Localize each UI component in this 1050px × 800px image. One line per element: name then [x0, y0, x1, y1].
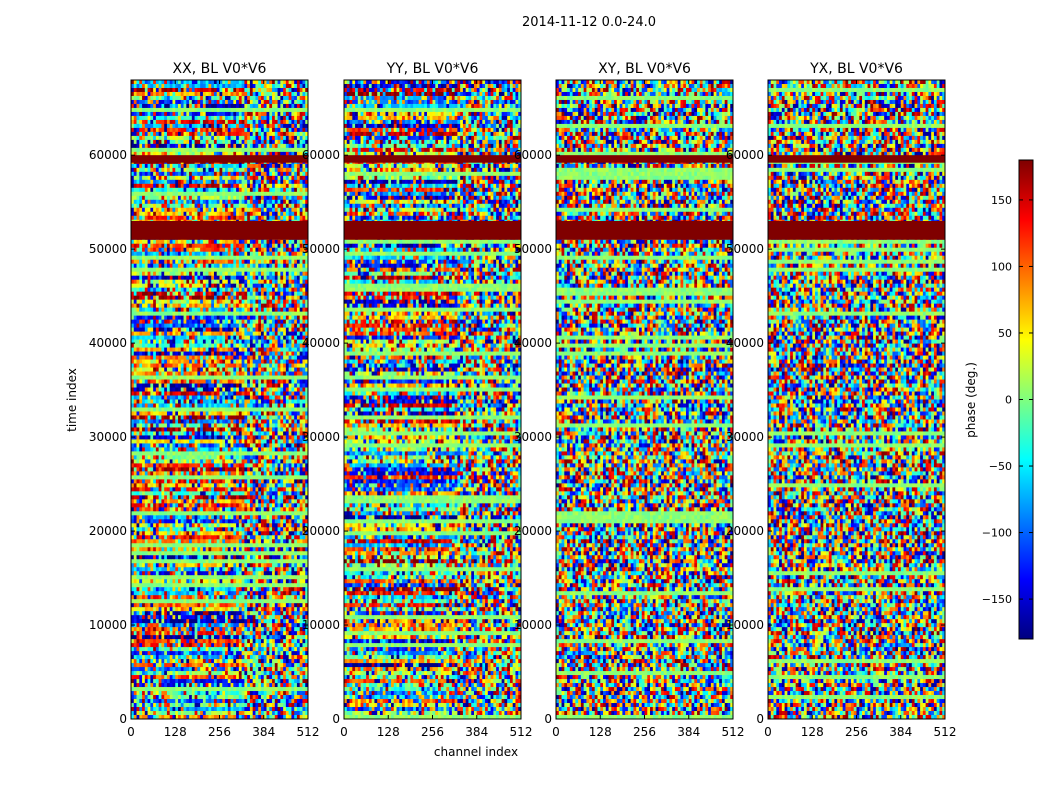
x-tick-label: 512 — [934, 725, 957, 739]
y-tick-label: 0 — [756, 712, 764, 726]
phase-image-xy — [556, 80, 733, 719]
y-tick-label: 30000 — [514, 430, 552, 444]
y-tick-label: 20000 — [89, 524, 127, 538]
y-tick-label: 50000 — [89, 242, 127, 256]
y-tick-label: 10000 — [514, 618, 552, 632]
y-tick-label: 50000 — [514, 242, 552, 256]
x-tick-label: 384 — [252, 725, 275, 739]
y-tick-label: 40000 — [726, 336, 764, 350]
y-tick-label: 0 — [544, 712, 552, 726]
x-axis-label: channel index — [434, 745, 518, 759]
y-tick-label: 10000 — [726, 618, 764, 632]
x-tick-label: 512 — [510, 725, 533, 739]
y-tick-label: 60000 — [726, 148, 764, 162]
panel-yx: YX, BL V0*V6 0 128 256 384 512 0 10000 20000 3000… — [726, 61, 957, 739]
colorbar-tick-label: −50 — [989, 460, 1012, 473]
x-tick-label: 384 — [677, 725, 700, 739]
y-tick-label: 0 — [332, 712, 340, 726]
y-tick-label: 10000 — [89, 618, 127, 632]
panel-title: YY, BL V0*V6 — [386, 61, 479, 77]
x-tick-label: 512 — [722, 725, 745, 739]
y-tick-label: 40000 — [514, 336, 552, 350]
x-tick-label: 128 — [164, 725, 187, 739]
y-tick-label: 60000 — [89, 148, 127, 162]
y-tick-label: 50000 — [726, 242, 764, 256]
y-tick-label: 40000 — [89, 336, 127, 350]
colorbar: −150 −100 −50 0 50 100 150 — [982, 159, 1034, 640]
y-tick-label: 40000 — [302, 336, 340, 350]
x-tick-label: 128 — [589, 725, 612, 739]
x-tick-label: 0 — [340, 725, 348, 739]
flagged-band-2 — [556, 155, 733, 163]
x-tick-label: 0 — [764, 725, 772, 739]
panels-group: XX, BL V0*V6 0 128 256 384 512 0 10000 20000 3000… — [89, 61, 957, 739]
flagged-band-1 — [768, 220, 945, 240]
x-tick-label: 256 — [845, 725, 868, 739]
colorbar-tick-label: 0 — [1005, 394, 1012, 407]
x-tick-label: 512 — [297, 725, 320, 739]
y-tick-label: 20000 — [514, 524, 552, 538]
y-axis-label: time index — [65, 368, 79, 432]
colorbar-tick-label: 150 — [991, 194, 1012, 207]
x-tick-label: 256 — [208, 725, 231, 739]
x-tick-label: 256 — [633, 725, 656, 739]
x-tick-label: 384 — [465, 725, 488, 739]
flagged-band-2 — [344, 155, 521, 163]
phase-image-yy — [344, 80, 521, 719]
colorbar-tick-label: −100 — [982, 527, 1012, 540]
flagged-band-1 — [556, 220, 733, 240]
colorbar-tick-label: 50 — [998, 327, 1012, 340]
y-tick-label: 50000 — [302, 242, 340, 256]
y-tick-label: 0 — [119, 712, 127, 726]
phase-image-xx — [131, 80, 308, 719]
phase-image-yx — [768, 80, 945, 719]
x-tick-label: 128 — [801, 725, 824, 739]
x-tick-label: 0 — [552, 725, 560, 739]
y-tick-label: 30000 — [726, 430, 764, 444]
y-tick-label: 30000 — [89, 430, 127, 444]
colorbar-tick-label: −150 — [982, 593, 1012, 606]
y-tick-label: 20000 — [302, 524, 340, 538]
x-tick-label: 384 — [889, 725, 912, 739]
figure-title: 2014-11-12 0.0-24.0 — [522, 15, 656, 30]
colorbar-tick-label: 100 — [991, 260, 1012, 273]
colorbar-label: phase (deg.) — [964, 362, 978, 438]
flagged-band-2 — [131, 155, 308, 163]
flagged-band-1 — [131, 220, 308, 240]
y-tick-label: 60000 — [302, 148, 340, 162]
x-tick-label: 0 — [127, 725, 135, 739]
panel-xy: XY, BL V0*V6 0 128 256 384 512 0 10000 20000 3000… — [514, 61, 745, 739]
panel-xx: XX, BL V0*V6 0 128 256 384 512 0 10000 20000 3000… — [89, 61, 320, 739]
y-tick-label: 60000 — [514, 148, 552, 162]
panel-title: XY, BL V0*V6 — [598, 61, 691, 77]
y-tick-label: 20000 — [726, 524, 764, 538]
panel-title: YX, BL V0*V6 — [809, 61, 903, 77]
panel-title: XX, BL V0*V6 — [173, 61, 267, 77]
flagged-band-1 — [344, 220, 521, 240]
flagged-band-2 — [768, 155, 945, 163]
y-tick-label: 30000 — [302, 430, 340, 444]
panel-yy: YY, BL V0*V6 0 128 256 384 512 0 10000 20000 3000… — [302, 61, 533, 739]
x-tick-label: 256 — [421, 725, 444, 739]
x-tick-label: 128 — [377, 725, 400, 739]
y-tick-label: 10000 — [302, 618, 340, 632]
